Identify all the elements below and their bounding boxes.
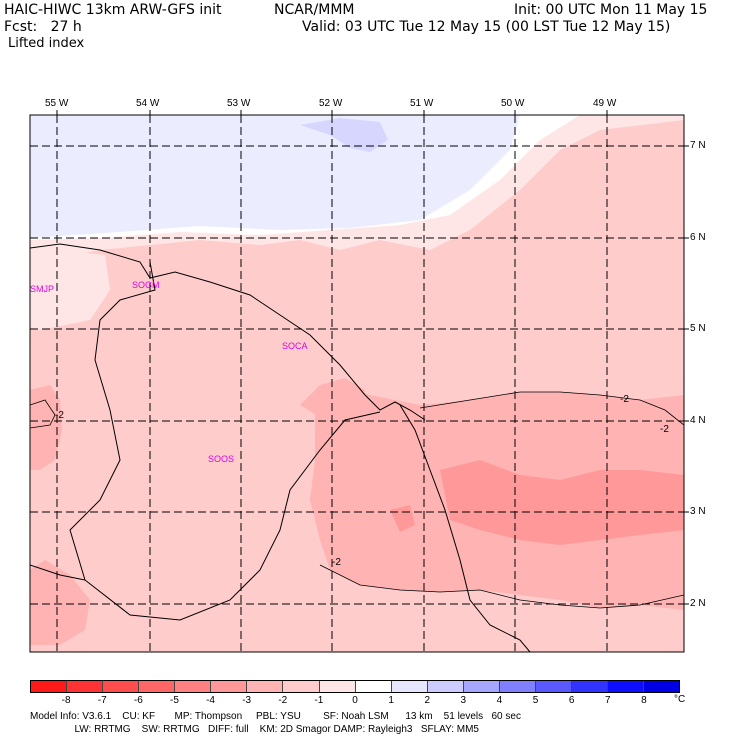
org-label: NCAR/MMM [274,2,355,18]
field-fill-blue-patch [300,118,388,152]
lon-tick-49w: 49 W [593,98,617,109]
contour-label-south: -2 [332,557,341,568]
colorbar-tick-label: -2 [278,695,288,706]
colorbar-swatch [499,681,536,692]
init-time: Init: 00 UTC Mon 11 May 15 [514,2,708,18]
lon-tick-52w: 52 W [319,98,343,109]
station-smjp: SMJP [30,284,55,294]
field-fill-medium-north-coast [300,378,365,425]
footer-line-2: LW: RRTMG SW: RRTMG DIFF: full KM: 2D Sm… [30,724,479,735]
colorbar-tick-label: 1 [388,695,394,706]
border-sw [30,564,86,581]
colorbar-swatch [608,681,645,692]
colorbar-tick-label: -3 [242,695,252,706]
lon-tick-53w: 53 W [227,98,251,109]
colorbar-tick-label: -7 [97,695,107,706]
footer-line-1: Model Info: V3.6.1 CU: KF MP: Thompson P… [30,711,521,722]
colorbar-swatch [31,681,68,692]
map-frame [29,114,685,653]
colorbar-swatch [355,681,392,692]
colorbar-swatch [571,681,608,692]
forecast-hour: Fcst: 27 h [4,19,82,35]
lat-tick-7n: 7 N [690,140,706,151]
lat-tick-2n: 2 N [690,598,706,609]
field-fill-medium-west [30,385,62,470]
colorbar-tick-label: -4 [206,695,215,706]
colorbar-tick-label: -1 [314,695,324,706]
colorbar-swatch [427,681,464,692]
station-sogm: SOGM [132,280,160,290]
colorbar-swatch [319,681,356,692]
contour-label-far-east: -2 [660,424,669,435]
colorbar-swatch [463,681,500,692]
colorbar-tick-label: 8 [641,695,647,706]
field-fill-pale-west [30,250,110,330]
colorbar-tick-label: -6 [133,695,143,706]
colorbar-tick-label: -5 [169,695,179,706]
lon-tick-54w: 54 W [136,98,160,109]
colorbar-tick-label: -8 [61,695,71,706]
colorbar-tick-label: 4 [496,695,503,706]
station-soos: SOOS [208,454,235,464]
colorbar-tick-label: 0 [352,695,358,706]
colorbar-swatch [535,681,572,692]
colorbar-tick-label: 6 [568,695,575,706]
colorbar-swatch [247,681,284,692]
border-east [399,404,531,652]
contour-line-west [30,399,56,429]
lat-tick-3n: 3 N [690,506,706,517]
field-name: Lifted index [8,36,85,51]
contour-label-east: -2 [620,394,629,405]
lon-tick-55w: 55 W [45,98,69,109]
colorbar-swatch [175,681,212,692]
lat-tick-6n: 6 N [690,232,706,243]
colorbar-swatch [211,681,248,692]
colorbar-swatch [283,681,320,692]
colorbar-swatch [103,681,140,692]
colorbar-tick-label: 3 [460,695,467,706]
lon-tick-51w: 51 W [410,98,434,109]
station-soca: SOCA [282,341,308,351]
coastline [30,243,426,421]
contour-line-east [419,391,684,426]
colorbar-tick-label: 7 [604,695,611,706]
colorbar-unit: °C [674,694,686,705]
valid-time: Valid: 03 UTC Tue 12 May 15 (00 LST Tue … [302,19,671,35]
colorbar-swatch [391,681,428,692]
lon-tick-50w: 50 W [501,98,525,109]
field-fill-dark-patch [440,460,684,545]
colorbar-swatch [644,681,680,692]
contour-label-west: -2 [55,410,64,421]
colorbar [30,680,680,693]
colorbar-tick-label: 2 [424,695,430,706]
lat-tick-4n: 4 N [690,415,706,426]
model-title: HAIC-HIWC 13km ARW-GFS init [4,2,222,18]
lat-tick-5n: 5 N [690,323,706,334]
contour-line-south [319,564,684,609]
field-fill-medium-sw [30,560,90,645]
colorbar-tick-label: 5 [532,695,539,706]
colorbar-swatch [139,681,176,692]
colorbar-swatch [67,681,104,692]
